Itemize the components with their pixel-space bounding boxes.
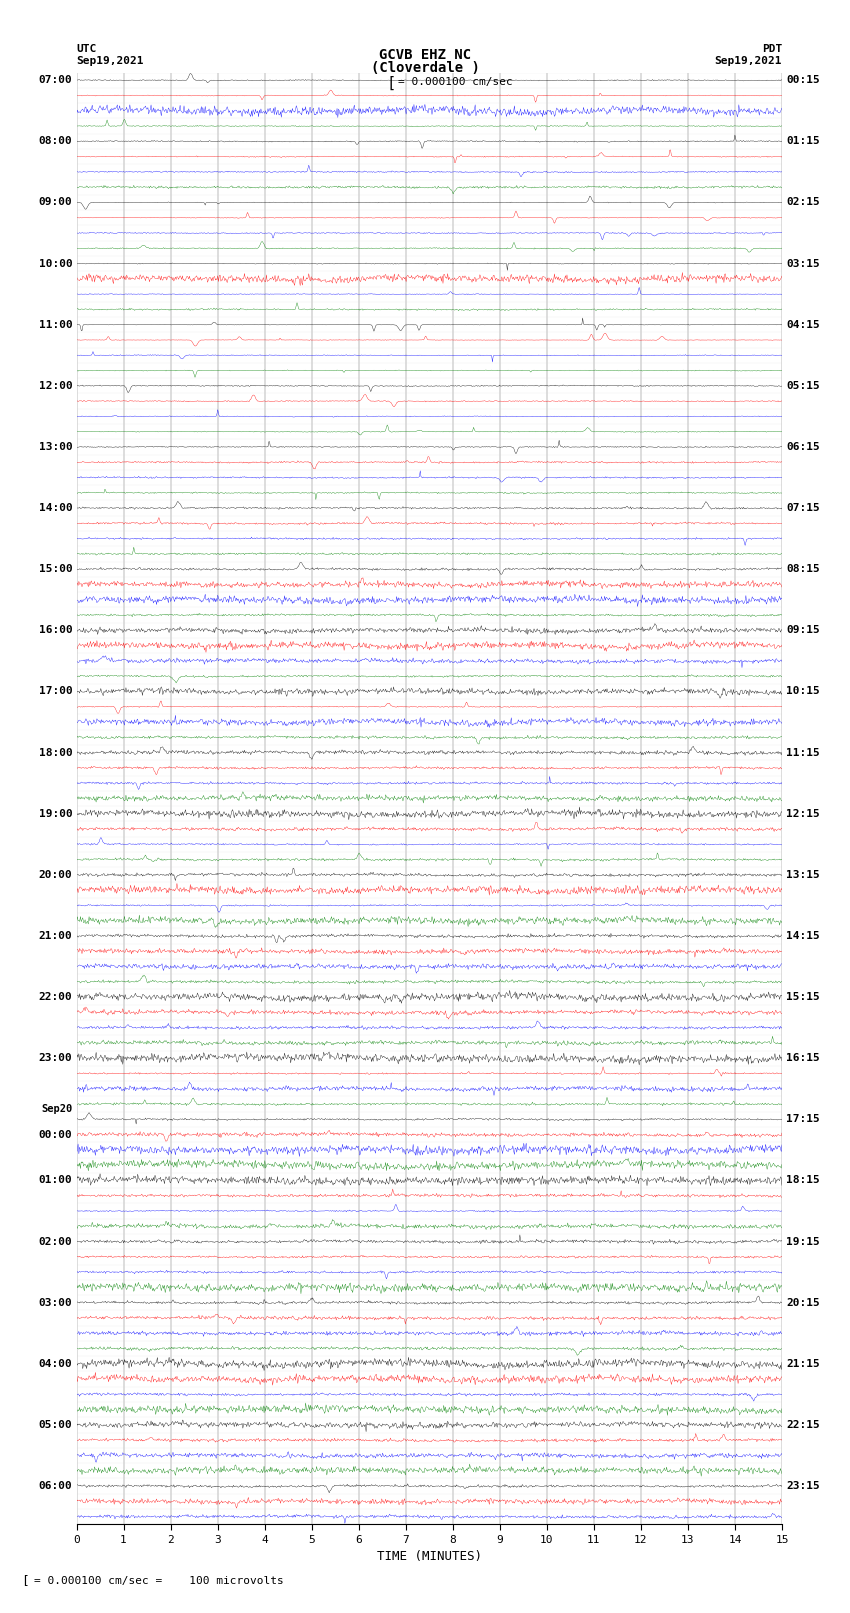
Text: 11:00: 11:00 bbox=[38, 319, 72, 329]
Text: 23:00: 23:00 bbox=[38, 1053, 72, 1063]
Text: 20:00: 20:00 bbox=[38, 869, 72, 879]
Text: 07:00: 07:00 bbox=[38, 76, 72, 85]
Text: 07:15: 07:15 bbox=[786, 503, 820, 513]
Text: 10:15: 10:15 bbox=[786, 687, 820, 697]
Text: 04:00: 04:00 bbox=[38, 1358, 72, 1369]
Text: 12:15: 12:15 bbox=[786, 808, 820, 819]
Text: 06:15: 06:15 bbox=[786, 442, 820, 452]
Text: 20:15: 20:15 bbox=[786, 1298, 820, 1308]
Text: 21:00: 21:00 bbox=[38, 931, 72, 940]
Text: Sep19,2021: Sep19,2021 bbox=[76, 56, 144, 66]
Text: 19:15: 19:15 bbox=[786, 1237, 820, 1247]
Text: 16:15: 16:15 bbox=[786, 1053, 820, 1063]
Text: 14:15: 14:15 bbox=[786, 931, 820, 940]
Text: 03:15: 03:15 bbox=[786, 258, 820, 269]
Text: 03:00: 03:00 bbox=[38, 1298, 72, 1308]
Text: 05:00: 05:00 bbox=[38, 1419, 72, 1431]
Text: 16:00: 16:00 bbox=[38, 626, 72, 636]
Text: 23:15: 23:15 bbox=[786, 1481, 820, 1490]
Text: 09:15: 09:15 bbox=[786, 626, 820, 636]
Text: = 0.000100 cm/sec =    100 microvolts: = 0.000100 cm/sec = 100 microvolts bbox=[34, 1576, 284, 1586]
Text: 09:00: 09:00 bbox=[38, 197, 72, 208]
Text: 17:15: 17:15 bbox=[786, 1115, 820, 1124]
Text: 08:15: 08:15 bbox=[786, 565, 820, 574]
Text: 22:15: 22:15 bbox=[786, 1419, 820, 1431]
Text: Sep19,2021: Sep19,2021 bbox=[715, 56, 782, 66]
Text: 10:00: 10:00 bbox=[38, 258, 72, 269]
Text: 18:15: 18:15 bbox=[786, 1176, 820, 1186]
Text: 02:00: 02:00 bbox=[38, 1237, 72, 1247]
Text: 01:15: 01:15 bbox=[786, 137, 820, 147]
Text: 11:15: 11:15 bbox=[786, 747, 820, 758]
Text: 08:00: 08:00 bbox=[38, 137, 72, 147]
Text: 22:00: 22:00 bbox=[38, 992, 72, 1002]
Text: 02:15: 02:15 bbox=[786, 197, 820, 208]
Text: 21:15: 21:15 bbox=[786, 1358, 820, 1369]
Text: 14:00: 14:00 bbox=[38, 503, 72, 513]
Text: [: [ bbox=[387, 76, 396, 90]
Text: 00:15: 00:15 bbox=[786, 76, 820, 85]
Text: UTC: UTC bbox=[76, 44, 97, 53]
Text: 12:00: 12:00 bbox=[38, 381, 72, 390]
Text: (Cloverdale ): (Cloverdale ) bbox=[371, 61, 479, 76]
Text: Sep20: Sep20 bbox=[41, 1105, 72, 1115]
Text: 13:00: 13:00 bbox=[38, 442, 72, 452]
Text: [: [ bbox=[21, 1574, 29, 1587]
Text: 17:00: 17:00 bbox=[38, 687, 72, 697]
Text: 18:00: 18:00 bbox=[38, 747, 72, 758]
Text: 15:00: 15:00 bbox=[38, 565, 72, 574]
Text: = 0.000100 cm/sec: = 0.000100 cm/sec bbox=[398, 77, 513, 87]
Text: 05:15: 05:15 bbox=[786, 381, 820, 390]
Text: 06:00: 06:00 bbox=[38, 1481, 72, 1490]
Text: 01:00: 01:00 bbox=[38, 1176, 72, 1186]
X-axis label: TIME (MINUTES): TIME (MINUTES) bbox=[377, 1550, 482, 1563]
Text: GCVB EHZ NC: GCVB EHZ NC bbox=[379, 48, 471, 63]
Text: 04:15: 04:15 bbox=[786, 319, 820, 329]
Text: 15:15: 15:15 bbox=[786, 992, 820, 1002]
Text: 00:00: 00:00 bbox=[38, 1129, 72, 1140]
Text: 13:15: 13:15 bbox=[786, 869, 820, 879]
Text: 19:00: 19:00 bbox=[38, 808, 72, 819]
Text: PDT: PDT bbox=[762, 44, 782, 53]
